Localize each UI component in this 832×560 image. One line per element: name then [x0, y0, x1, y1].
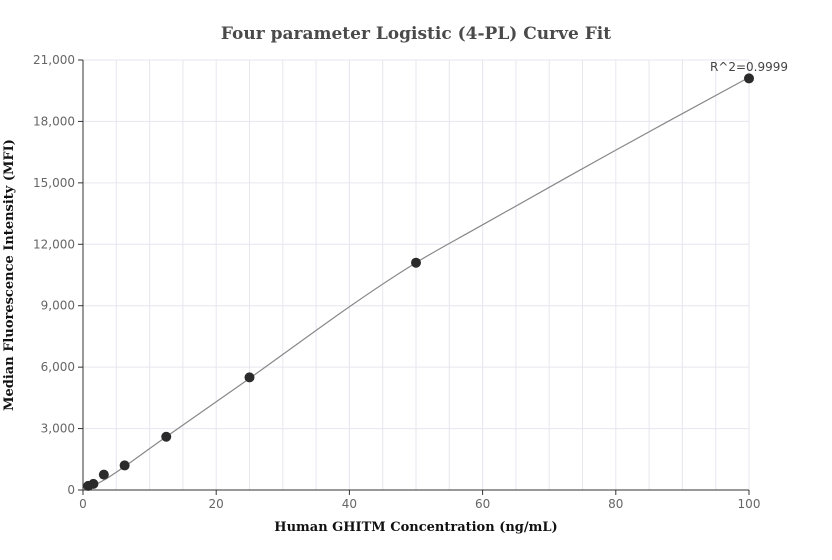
y-tick-label: 0	[67, 483, 75, 497]
data-point	[411, 257, 421, 268]
x-axis-title: Human GHITM Concentration (ng/mL)	[274, 520, 557, 535]
data-point	[244, 372, 255, 383]
data-point	[744, 73, 754, 84]
x-tick-label: 60	[475, 497, 490, 511]
data-point	[98, 469, 109, 480]
x-tick-label: 20	[209, 497, 224, 511]
y-tick-label: 21,000	[33, 53, 75, 67]
fit-curve	[87, 76, 750, 489]
y-tick-label: 18,000	[33, 114, 75, 128]
y-tick-label: 6,000	[41, 360, 75, 374]
y-tick-label: 12,000	[33, 237, 75, 251]
y-tick-labels: 0 3,000 6,000 9,000 12,000 15,000 18,000 21,000	[33, 53, 75, 497]
data-point	[88, 478, 99, 489]
chart-title: Four parameter Logistic (4-PL) Curve Fit	[221, 24, 611, 44]
fit-curve-layer	[87, 76, 750, 489]
data-points-layer	[83, 73, 754, 491]
x-tick-label: 0	[79, 497, 87, 511]
y-axis-title: Median Fluorescence Intensity (MFI)	[2, 139, 17, 411]
x-tick-label: 40	[342, 497, 357, 511]
data-point	[119, 460, 130, 471]
y-tick-label: 9,000	[41, 299, 75, 313]
r-squared-annotation: R^2=0.9999	[710, 60, 788, 74]
axes-layer	[78, 59, 750, 495]
y-tick-label: 15,000	[33, 176, 75, 190]
x-tick-label: 80	[608, 497, 623, 511]
y-tick-label: 3,000	[41, 422, 75, 436]
x-tick-labels: 0 20 40 60 80 100	[79, 497, 760, 511]
data-point	[161, 431, 172, 442]
x-tick-label: 100	[738, 497, 761, 511]
